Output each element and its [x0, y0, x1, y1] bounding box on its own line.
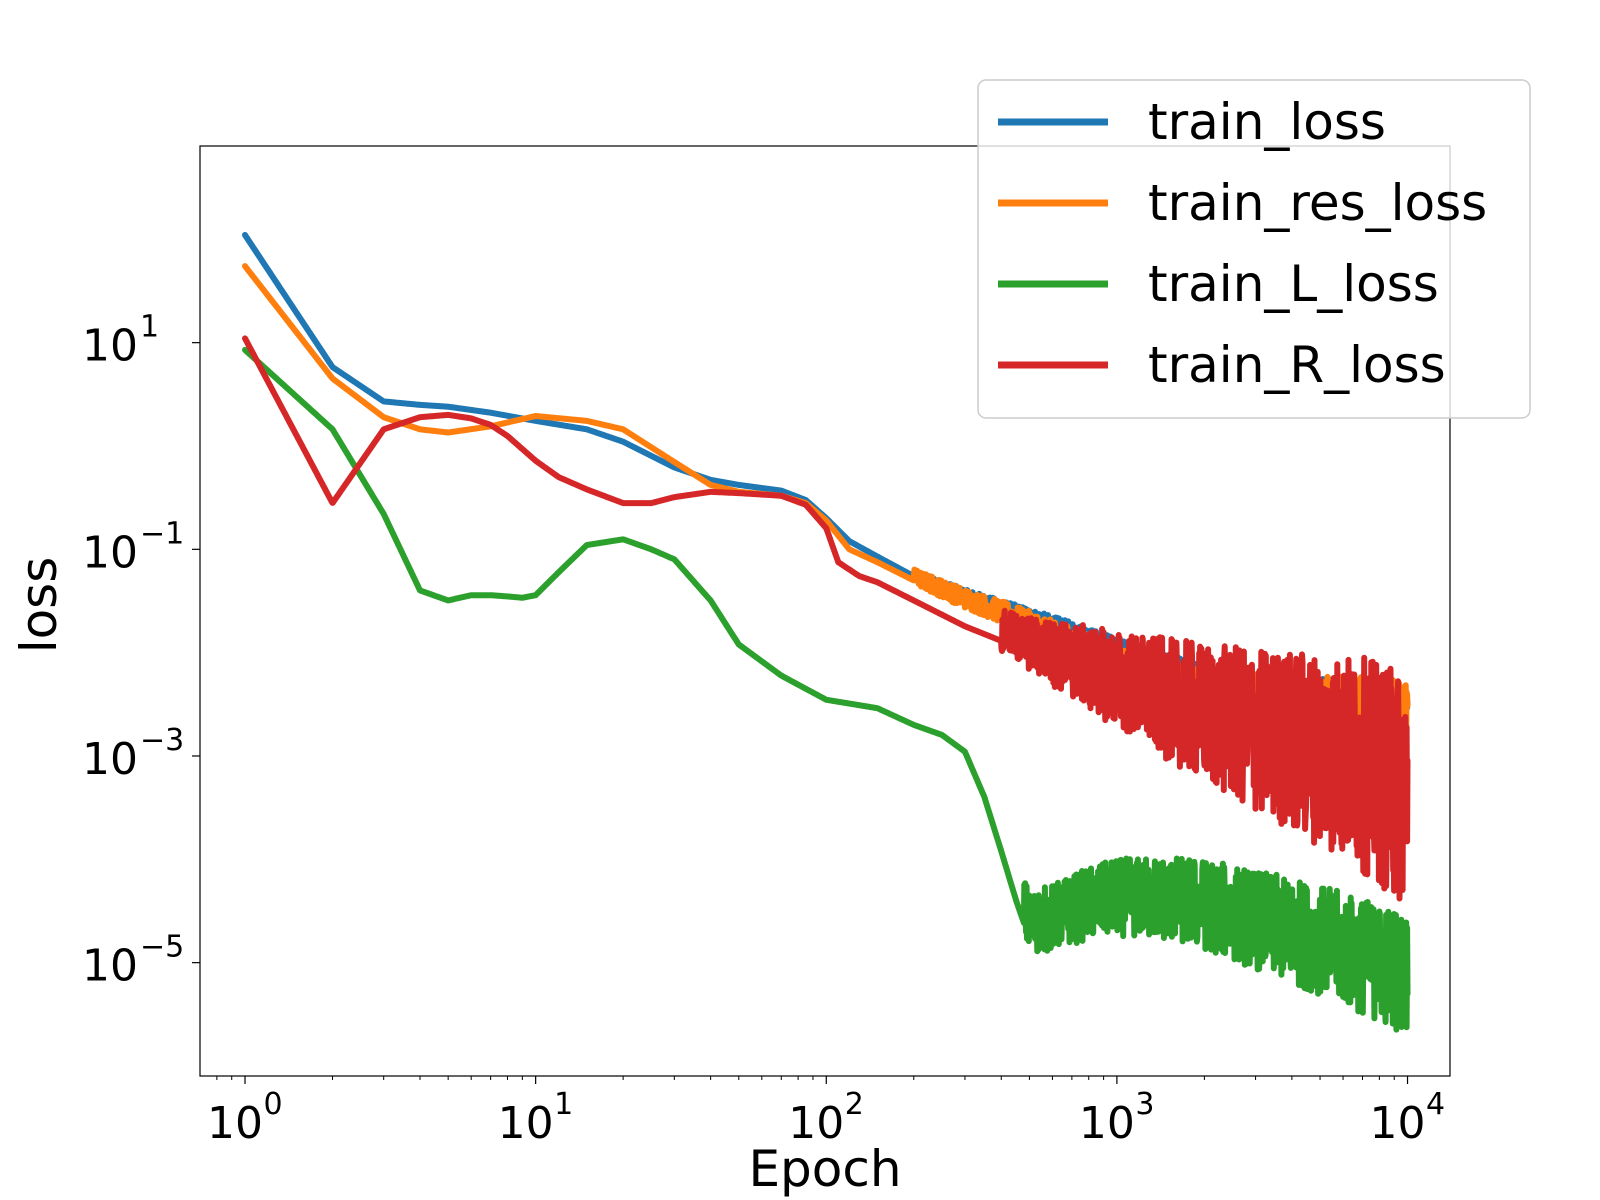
x-tick-exponent: 1: [554, 1087, 573, 1122]
legend: train_loss train_res_loss train_L_losstrai…: [977, 79, 1531, 419]
y-tick-label: 10: [82, 734, 138, 785]
series-line-train-R-loss: [242, 335, 1411, 902]
x-axis-ticks: 10 0 10 1 10 2 10 3 10 4: [207, 1076, 1445, 1149]
y-tick-exponent: −5: [140, 930, 184, 965]
x-tick-label: 10: [788, 1098, 844, 1149]
x-tick-exponent: 3: [1135, 1087, 1154, 1122]
legend-label-train-loss: train_loss: [1148, 93, 1386, 151]
y-tick-label: 10: [82, 321, 138, 372]
legend-box: [977, 79, 1531, 419]
series-group: [242, 232, 1411, 1033]
x-axis-label: Epoch: [748, 1140, 901, 1198]
y-tick-exponent: −3: [140, 723, 184, 758]
legend-label-train-L-loss: train_L_loss: [1148, 255, 1439, 313]
legend-label-train-res-loss: train_res_loss: [1148, 174, 1487, 232]
x-tick-label: 10: [498, 1098, 554, 1149]
y-tick-label: 10: [82, 941, 138, 992]
x-tick-label: 10: [207, 1098, 263, 1149]
x-tick-label: 10: [1079, 1098, 1135, 1149]
y-tick-exponent: −1: [140, 516, 184, 551]
x-tick-exponent: 0: [263, 1087, 282, 1122]
x-tick-label: 10: [1370, 1098, 1426, 1149]
x-tick-exponent: 4: [1426, 1087, 1445, 1122]
x-tick-exponent: 2: [845, 1087, 864, 1122]
y-axis-label: loss: [10, 557, 68, 654]
y-tick-label: 10: [82, 527, 138, 578]
axes-frame: [199, 145, 1451, 1077]
y-tick-exponent: 1: [140, 310, 159, 345]
series-line-train-L-loss: [242, 346, 1411, 1033]
legend-label-train-R-loss: train_R_loss: [1148, 336, 1446, 394]
